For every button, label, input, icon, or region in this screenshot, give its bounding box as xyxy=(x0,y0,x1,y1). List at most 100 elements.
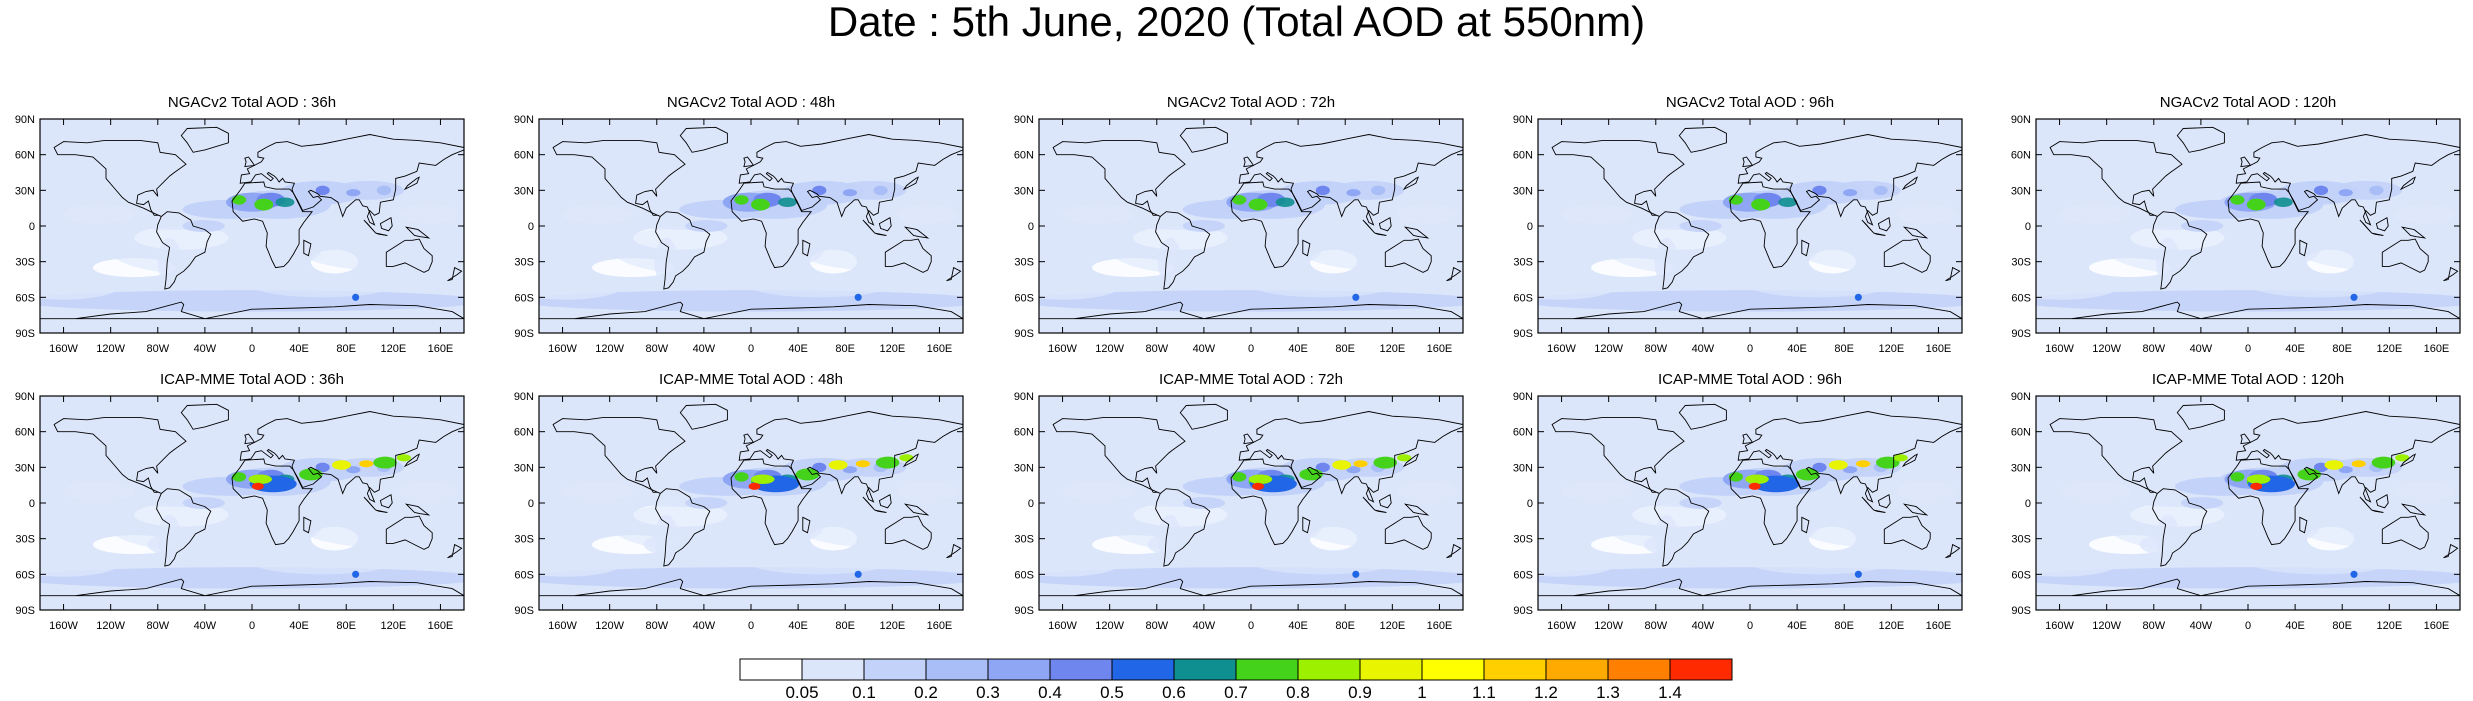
lat-tick-label: 0 xyxy=(1028,498,1034,510)
map-panel: NGACv2 Total AOD : 36h 90N 60N 30N 0 30S 60S 90… xyxy=(15,94,465,355)
colorbar-swatch xyxy=(1049,658,1113,681)
lon-tick-label: 0 xyxy=(1248,620,1254,632)
lon-tick-label: 160W xyxy=(548,620,577,632)
panel-title: ICAP-MME Total AOD : 120h xyxy=(2152,371,2344,388)
lat-tick-label: 60S xyxy=(2011,292,2031,304)
colorbar-label: 0.2 xyxy=(914,683,938,701)
lon-tick-label: 40E xyxy=(1288,620,1308,632)
coastline xyxy=(1238,411,1463,503)
lat-tick-label: 0 xyxy=(2025,498,2031,510)
coastline xyxy=(2240,156,2252,168)
lat-tick-label: 90S xyxy=(1513,328,1533,340)
lon-tick-label: 160W xyxy=(2045,343,2074,355)
coastline xyxy=(2036,578,2460,597)
lat-tick-label: 90S xyxy=(2011,328,2031,340)
lon-tick-label: 0 xyxy=(1747,620,1753,632)
lon-tick-label: 80W xyxy=(1145,343,1168,355)
lon-tick-label: 40W xyxy=(693,620,716,632)
coastline xyxy=(53,139,187,217)
colorbar-swatch xyxy=(925,658,989,681)
coastline xyxy=(2299,516,2308,534)
coastline xyxy=(1155,211,1211,290)
coastline xyxy=(379,216,393,232)
coastline xyxy=(1238,134,1463,226)
coastline xyxy=(862,496,876,511)
colorbar-label: 0.3 xyxy=(976,683,1000,701)
lat-tick-label: 30S xyxy=(15,534,35,546)
map-panel: ICAP-MME Total AOD : 96h 90N 60N 30N 0 30S 60S… xyxy=(1513,371,1963,632)
coastline xyxy=(1883,515,1931,550)
lon-tick-label: 80W xyxy=(2142,620,2165,632)
coastline xyxy=(730,458,813,546)
colorbar-label: 0.9 xyxy=(1348,683,1372,701)
lat-tick-label: 90S xyxy=(1014,605,1034,617)
map-panel: ICAP-MME Total AOD : 120h 90N 60N 30N 0 30S 60… xyxy=(2011,371,2461,632)
figure-title: Date : 5th June, 2020 (Total AOD at 550n… xyxy=(827,0,1646,45)
lon-tick-label: 120E xyxy=(1878,620,1904,632)
coastline xyxy=(2176,126,2225,153)
coastline xyxy=(862,219,876,234)
lon-tick-label: 40E xyxy=(289,620,309,632)
lon-tick-label: 80E xyxy=(1834,620,1854,632)
lon-tick-label: 40E xyxy=(1787,620,1807,632)
panel-title: ICAP-MME Total AOD : 36h xyxy=(160,371,344,388)
map-panel: ICAP-MME Total AOD : 36h 90N 60N 30N 0 30S 60S… xyxy=(15,371,465,632)
coastline xyxy=(1902,226,1929,239)
coastline xyxy=(1883,238,1931,273)
coastline xyxy=(802,239,811,257)
aod-field xyxy=(1039,396,1463,610)
coastline xyxy=(447,543,463,559)
lon-tick-label: 120E xyxy=(2376,343,2402,355)
coastline xyxy=(946,266,962,282)
coastline xyxy=(679,403,728,430)
coastline xyxy=(1742,433,1754,445)
lon-tick-label: 160W xyxy=(49,620,78,632)
lon-tick-label: 120E xyxy=(380,620,406,632)
coastline xyxy=(1861,219,1875,234)
coastline xyxy=(1403,226,1430,239)
lon-tick-label: 80E xyxy=(1834,343,1854,355)
lat-tick-label: 30S xyxy=(1513,257,1533,269)
coastline xyxy=(303,516,312,534)
lat-tick-label: 60S xyxy=(2011,569,2031,581)
lon-tick-label: 120E xyxy=(879,620,905,632)
coastline xyxy=(1179,403,1228,430)
coastline xyxy=(403,453,421,468)
colorbar-swatch xyxy=(987,658,1051,681)
coastline xyxy=(2371,509,2384,513)
coastline xyxy=(2381,238,2429,273)
coastline xyxy=(802,516,811,534)
coastline xyxy=(1538,578,1962,597)
lon-tick-label: 160W xyxy=(1547,620,1576,632)
coastline xyxy=(1729,458,1812,546)
coastline xyxy=(2049,416,2183,494)
coastline xyxy=(552,139,686,217)
lat-tick-label: 60S xyxy=(514,292,534,304)
colorbar-swatch xyxy=(1235,658,1299,681)
lat-tick-label: 90N xyxy=(1513,391,1533,403)
lat-tick-label: 90N xyxy=(1513,114,1533,126)
coastline xyxy=(2227,458,2310,546)
lon-tick-label: 80W xyxy=(146,343,169,355)
lon-tick-label: 120W xyxy=(1095,343,1124,355)
aod-field xyxy=(40,119,464,333)
coastline xyxy=(730,181,813,269)
coastline xyxy=(239,134,464,226)
lon-tick-label: 120W xyxy=(595,343,624,355)
lon-tick-label: 160W xyxy=(548,343,577,355)
coastline xyxy=(1052,416,1186,494)
coastline xyxy=(884,238,932,273)
lat-tick-label: 90S xyxy=(2011,605,2031,617)
lat-tick-label: 90S xyxy=(514,605,534,617)
coastline xyxy=(1877,493,1891,509)
lat-tick-label: 0 xyxy=(528,221,534,233)
colorbar-swatch xyxy=(1421,658,1485,681)
lat-tick-label: 90S xyxy=(15,605,35,617)
coastline xyxy=(385,238,433,273)
lon-tick-label: 160E xyxy=(428,620,454,632)
lon-tick-label: 40W xyxy=(2190,620,2213,632)
lat-tick-label: 30S xyxy=(1014,534,1034,546)
coastline xyxy=(1654,488,1710,567)
lat-tick-label: 0 xyxy=(1527,498,1533,510)
